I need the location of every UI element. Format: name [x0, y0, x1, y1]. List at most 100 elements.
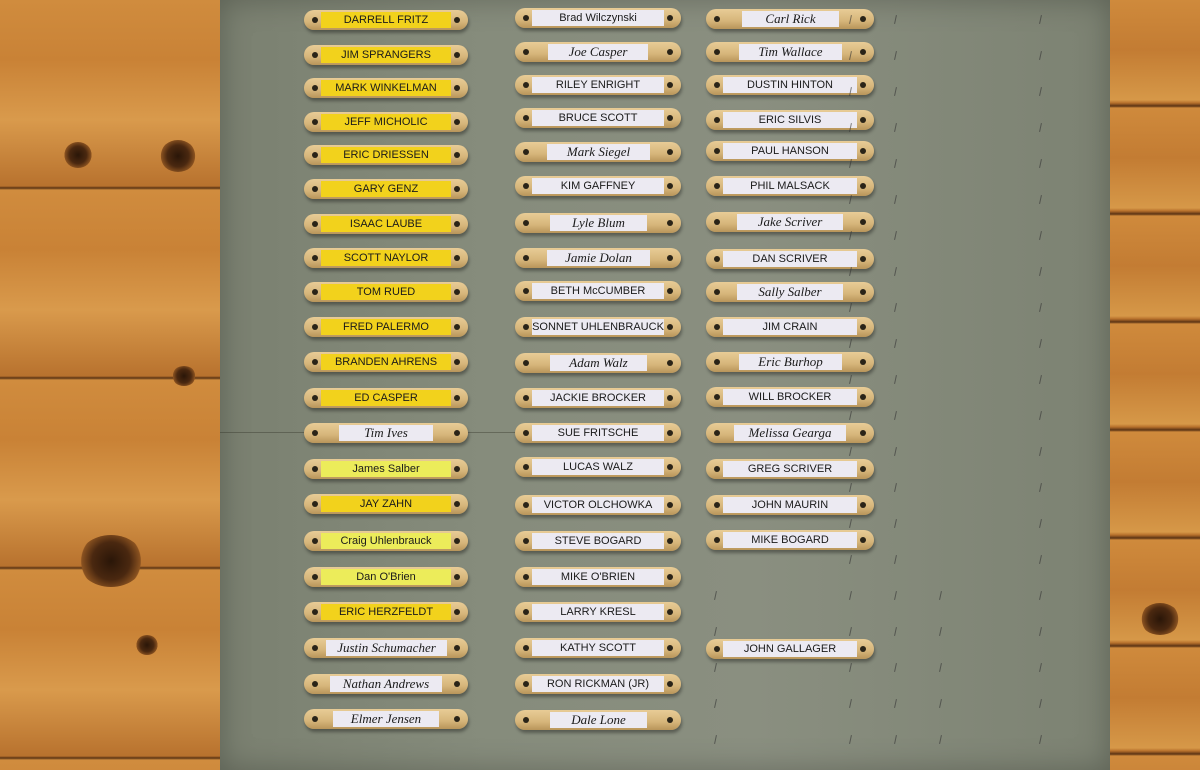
- name-plaque: Craig Uhlenbrauck: [304, 531, 468, 551]
- name-plaque: LUCAS WALZ: [515, 457, 681, 477]
- name-plaque: FRED PALERMO: [304, 317, 468, 337]
- empty-hook-mark: [849, 374, 852, 385]
- name-plaque: VICTOR OLCHOWKA: [515, 495, 681, 515]
- screw-hole-icon: [454, 681, 460, 687]
- screw-hole-icon: [860, 466, 866, 472]
- name-label: Joe Casper: [548, 44, 648, 60]
- screw-hole-icon: [523, 82, 529, 88]
- screw-hole-icon: [312, 324, 318, 330]
- screw-hole-icon: [667, 609, 673, 615]
- name-label: BRUCE SCOTT: [532, 110, 664, 126]
- screw-hole-icon: [667, 15, 673, 21]
- empty-hook-mark: [849, 518, 852, 529]
- screw-hole-icon: [312, 430, 318, 436]
- empty-hook-mark: [894, 410, 897, 421]
- name-plaque: DUSTIN HINTON: [706, 75, 874, 95]
- screw-hole-icon: [860, 16, 866, 22]
- screw-hole-icon: [454, 645, 460, 651]
- screw-hole-icon: [860, 82, 866, 88]
- name-label: MIKE BOGARD: [723, 532, 857, 548]
- empty-hook-mark: [894, 518, 897, 529]
- screw-hole-icon: [454, 574, 460, 580]
- name-plaque: BRANDEN AHRENS: [304, 352, 468, 372]
- empty-hook-mark: [714, 734, 717, 745]
- screw-hole-icon: [860, 646, 866, 652]
- wood-knot: [78, 535, 144, 587]
- empty-hook-mark: [1039, 302, 1042, 313]
- screw-hole-icon: [667, 288, 673, 294]
- screw-hole-icon: [454, 501, 460, 507]
- empty-hook-mark: [714, 590, 717, 601]
- screw-hole-icon: [667, 149, 673, 155]
- screw-hole-icon: [714, 183, 720, 189]
- name-label: GARY GENZ: [321, 181, 451, 197]
- screw-hole-icon: [714, 502, 720, 508]
- screw-hole-icon: [523, 502, 529, 508]
- screw-hole-icon: [667, 574, 673, 580]
- empty-hook-mark: [894, 338, 897, 349]
- screw-hole-icon: [454, 324, 460, 330]
- screw-hole-icon: [860, 324, 866, 330]
- empty-hook-mark: [714, 662, 717, 673]
- empty-hook-mark: [894, 158, 897, 169]
- screw-hole-icon: [860, 49, 866, 55]
- screw-hole-icon: [667, 681, 673, 687]
- name-label: BETH McCUMBER: [532, 283, 664, 299]
- screw-hole-icon: [454, 186, 460, 192]
- name-label: Mark Siegel: [547, 144, 650, 160]
- screw-hole-icon: [860, 289, 866, 295]
- screw-hole-icon: [312, 466, 318, 472]
- name-plaque: JIM CRAIN: [706, 317, 874, 337]
- name-plaque: MARK WINKELMAN: [304, 78, 468, 98]
- name-label: JOHN GALLAGER: [723, 641, 857, 657]
- screw-hole-icon: [312, 538, 318, 544]
- empty-hook-mark: [939, 662, 942, 673]
- screw-hole-icon: [860, 502, 866, 508]
- screw-hole-icon: [523, 645, 529, 651]
- name-plaque: Carl Rick: [706, 9, 874, 29]
- screw-hole-icon: [454, 538, 460, 544]
- screw-hole-icon: [312, 609, 318, 615]
- screw-hole-icon: [860, 430, 866, 436]
- screw-hole-icon: [523, 360, 529, 366]
- empty-hook-mark: [849, 410, 852, 421]
- name-label: KIM GAFFNEY: [532, 178, 664, 194]
- screw-hole-icon: [312, 645, 318, 651]
- screw-hole-icon: [667, 430, 673, 436]
- screw-hole-icon: [714, 148, 720, 154]
- empty-hook-mark: [894, 230, 897, 241]
- empty-hook-mark: [894, 482, 897, 493]
- screw-hole-icon: [312, 359, 318, 365]
- screw-hole-icon: [714, 289, 720, 295]
- empty-hook-mark: [939, 590, 942, 601]
- name-plaque: SONNET UHLENBRAUCK: [515, 317, 681, 337]
- name-plaque: JEFF MICHOLIC: [304, 112, 468, 132]
- name-plaque: KIM GAFFNEY: [515, 176, 681, 196]
- screw-hole-icon: [312, 574, 318, 580]
- empty-hook-mark: [849, 626, 852, 637]
- screw-hole-icon: [860, 219, 866, 225]
- empty-hook-mark: [894, 734, 897, 745]
- name-label: Sally Salber: [737, 284, 843, 300]
- screw-hole-icon: [667, 645, 673, 651]
- name-plaque: DARRELL FRITZ: [304, 10, 468, 30]
- screw-hole-icon: [860, 359, 866, 365]
- screw-hole-icon: [714, 82, 720, 88]
- name-label: JOHN MAURIN: [723, 497, 857, 513]
- empty-hook-mark: [849, 266, 852, 277]
- empty-hook-mark: [849, 446, 852, 457]
- empty-hook-mark: [1039, 50, 1042, 61]
- empty-hook-mark: [849, 230, 852, 241]
- name-plaque: RON RICKMAN (JR): [515, 674, 681, 694]
- name-plaque: PAUL HANSON: [706, 141, 874, 161]
- wood-knot: [1140, 603, 1180, 635]
- name-label: JACKIE BROCKER: [532, 390, 664, 406]
- screw-hole-icon: [523, 15, 529, 21]
- name-label: JIM CRAIN: [723, 319, 857, 335]
- empty-hook-mark: [894, 626, 897, 637]
- empty-hook-mark: [894, 698, 897, 709]
- name-plaque: Elmer Jensen: [304, 709, 468, 729]
- name-label: Tim Ives: [339, 425, 433, 441]
- screw-hole-icon: [523, 115, 529, 121]
- name-plaque: SUE FRITSCHE: [515, 423, 681, 443]
